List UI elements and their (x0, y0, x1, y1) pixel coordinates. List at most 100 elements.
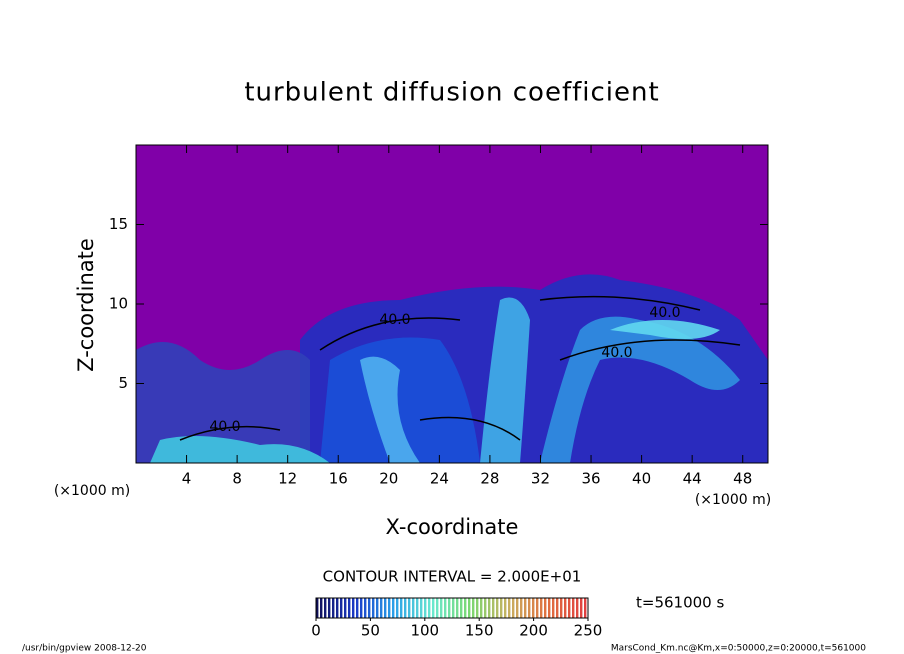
colorbar-cell (392, 598, 395, 618)
x-tick-label: 44 (683, 470, 702, 488)
colorbar-frame (315, 597, 589, 619)
contour-label: 40.0 (649, 305, 680, 321)
colorbar-tick-label: 150 (465, 622, 494, 640)
colorbar-cell (540, 598, 543, 618)
x-tick-label: 40 (632, 470, 651, 488)
contour-line (179, 425, 281, 441)
field-region (610, 320, 720, 339)
contour-label: 40.0 (379, 312, 410, 328)
field-region (136, 342, 310, 463)
colorbar-cell (352, 598, 355, 618)
plot-area: 40.0 40.0 40.0 40.0 (135, 144, 769, 464)
colorbar-cell (492, 598, 495, 618)
colorbar-cell (416, 598, 419, 618)
colorbar-cell (480, 598, 483, 618)
colorbar-cell (532, 598, 535, 618)
colorbar-cell (420, 598, 423, 618)
colorbar-cell (444, 598, 447, 618)
y-tick-label: 10 (109, 295, 128, 313)
colorbar-cell (348, 598, 351, 618)
y-unit: (×1000 m) (54, 483, 130, 499)
colorbar-cell (412, 598, 415, 618)
field-region (480, 297, 530, 463)
colorbar-cell (520, 598, 523, 618)
colorbar-cell (316, 598, 319, 618)
x-tick-label: 20 (379, 470, 398, 488)
field-region (540, 316, 740, 463)
x-tick-label: 48 (733, 470, 752, 488)
field-region (150, 436, 330, 463)
colorbar-cell (528, 598, 531, 618)
colorbar-tick-label: 250 (574, 622, 603, 640)
contour-line (319, 317, 461, 351)
colorbar-cell (496, 598, 499, 618)
colorbar-tick-label: 100 (410, 622, 439, 640)
colorbar-cell (504, 598, 507, 618)
colorbar-cell (404, 598, 407, 618)
colorbar-cell (580, 598, 583, 618)
colorbar-cell (400, 598, 403, 618)
colorbar-cell (576, 598, 579, 618)
colorbar-cell (468, 598, 471, 618)
contour-line (419, 416, 521, 441)
colorbar-cell (396, 598, 399, 618)
colorbar-cell (388, 598, 391, 618)
colorbar-cell (372, 598, 375, 618)
time-label: t=561000 s (636, 594, 724, 612)
x-unit: (×1000 m) (695, 492, 771, 508)
colorbar-cell (484, 598, 487, 618)
colorbar-cell (472, 598, 475, 618)
x-tick-label: 8 (232, 470, 242, 488)
colorbar-cell (500, 598, 503, 618)
x-tick-label: 36 (581, 470, 600, 488)
colorbar-cell (452, 598, 455, 618)
colorbar-cell (332, 598, 335, 618)
y-axis-label: Z-coordinate (74, 238, 98, 372)
x-tick-label: 16 (329, 470, 348, 488)
chart-title: turbulent diffusion coefficient (244, 78, 659, 108)
colorbar-cell (560, 598, 563, 618)
colorbar-tick-label: 0 (311, 622, 321, 640)
colorbar-cell (320, 598, 323, 618)
field-region (320, 337, 480, 463)
colorbar-cell (432, 598, 435, 618)
field-region (360, 356, 420, 463)
colorbar-cell (464, 598, 467, 618)
colorbar-cell (344, 598, 347, 618)
contour-label: 40.0 (601, 345, 632, 361)
colorbar-cell (460, 598, 463, 618)
colorbar-cell (384, 598, 387, 618)
contour-label: 40.0 (209, 419, 240, 435)
colorbar-cell (428, 598, 431, 618)
colorbar-cell (340, 598, 343, 618)
colorbar-cell (572, 598, 575, 618)
colorbar-cell (564, 598, 567, 618)
colorbar-cell (324, 598, 327, 618)
colorbar-cell (408, 598, 411, 618)
colorbar-cell (356, 598, 359, 618)
colorbar-cell (436, 598, 439, 618)
footer-right: MarsCond_Km.nc@Km,x=0:50000,z=0:20000,t=… (611, 644, 866, 654)
colorbar-cell (512, 598, 515, 618)
colorbar-cell (368, 598, 371, 618)
contour-line (539, 295, 701, 311)
x-tick-label: 24 (430, 470, 449, 488)
contour-interval: CONTOUR INTERVAL = 2.000E+01 (323, 568, 582, 586)
colorbar-cell (552, 598, 555, 618)
colorbar-cell (440, 598, 443, 618)
colorbar-cell (448, 598, 451, 618)
x-tick-label: 32 (531, 470, 550, 488)
y-tick-label: 5 (118, 374, 128, 392)
colorbar-tick-label: 200 (519, 622, 548, 640)
x-tick-label: 12 (278, 470, 297, 488)
contour-line (559, 339, 741, 361)
colorbar-cell (488, 598, 491, 618)
colorbar-cell (508, 598, 511, 618)
x-tick-label: 4 (182, 470, 192, 488)
colorbar-cell (548, 598, 551, 618)
colorbar-tick-label: 50 (361, 622, 380, 640)
footer-left: /usr/bin/gpview 2008-12-20 (22, 644, 147, 654)
colorbar-cell (568, 598, 571, 618)
colorbar-cell (360, 598, 363, 618)
